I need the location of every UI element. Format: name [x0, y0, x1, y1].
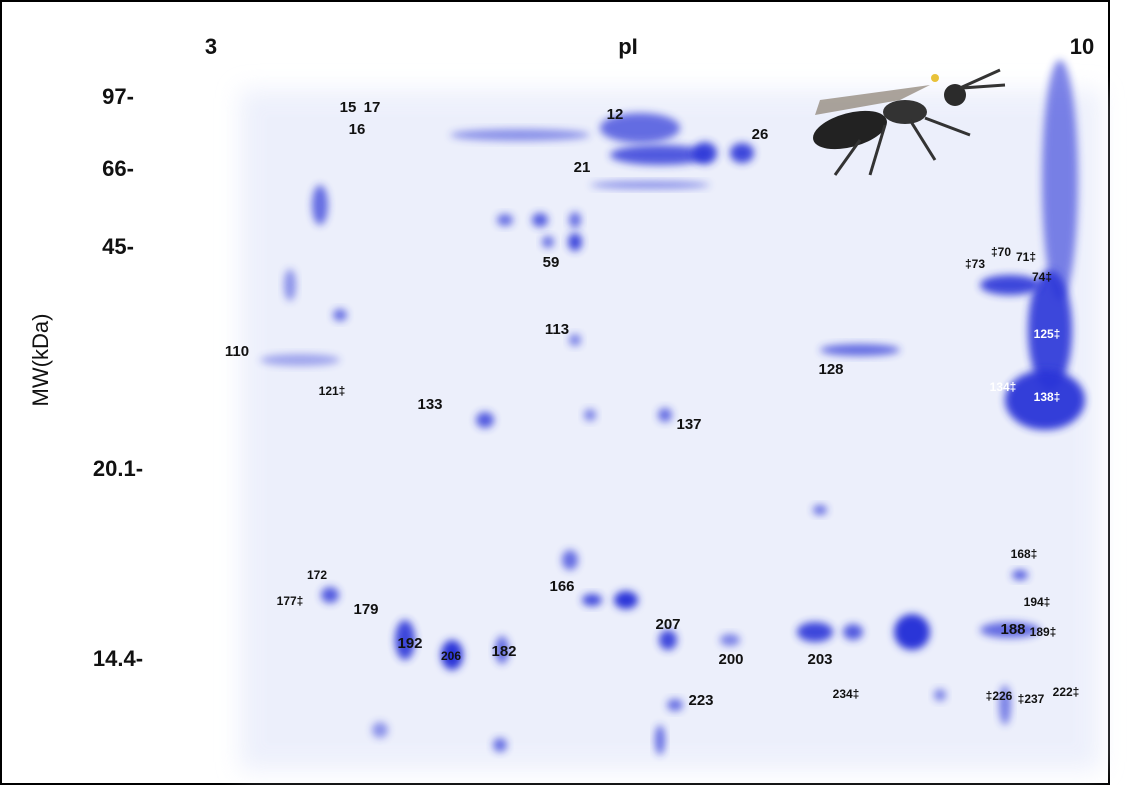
spot-label: 207 — [655, 616, 680, 633]
wasp — [813, 68, 1006, 176]
mw-marker: 14.4- — [93, 646, 143, 671]
pi-max: 10 — [1070, 34, 1094, 59]
protein-spot — [569, 212, 581, 228]
gel-haze — [240, 90, 1100, 770]
protein-spot — [797, 622, 833, 642]
spot-label: 74‡ — [1032, 270, 1052, 284]
spot-label: 137 — [676, 416, 701, 433]
protein-spot — [372, 722, 388, 738]
protein-spot — [1012, 570, 1028, 580]
spot-label: 128 — [818, 361, 843, 378]
spot-label: 200 — [718, 651, 743, 668]
protein-spot — [441, 640, 463, 670]
spot-label: 113 — [545, 321, 569, 338]
protein-spot — [582, 594, 602, 606]
protein-spot — [934, 689, 946, 701]
spot-label: 189‡ — [1030, 625, 1057, 639]
spot-label: 121‡ — [319, 384, 346, 398]
protein-spot — [260, 354, 340, 366]
protein-spot — [813, 505, 827, 515]
protein-spot — [568, 233, 582, 251]
protein-spot — [720, 634, 740, 646]
protein-spot — [980, 622, 1040, 638]
protein-spot — [667, 699, 683, 711]
spot-label: 15 — [340, 99, 357, 116]
spot-label: 125‡ — [1034, 327, 1061, 341]
protein-spot — [321, 587, 339, 603]
mw-marker: 20.1- — [93, 456, 143, 481]
spot-label: 133 — [417, 396, 442, 413]
spot-label: ‡237 — [1018, 692, 1045, 706]
protein-spot — [843, 624, 863, 640]
spot-label: 71‡ — [1016, 250, 1036, 264]
protein-spot — [493, 738, 507, 752]
spot-label: 59 — [543, 254, 560, 271]
protein-spot — [1042, 60, 1078, 300]
protein-spot — [655, 725, 665, 755]
spot-label: 223 — [688, 692, 713, 709]
pi-title: pI — [618, 34, 638, 59]
protein-spot — [693, 142, 717, 164]
spot-label: ‡70 — [991, 245, 1011, 259]
spot-label: 234‡ — [833, 687, 860, 701]
spot-label: 26 — [752, 126, 769, 143]
protein-spot — [894, 614, 930, 650]
protein-spot — [569, 334, 581, 346]
mw-marker: 66- — [102, 156, 134, 181]
spot-label: ‡226 — [986, 689, 1013, 703]
protein-spot — [584, 409, 596, 421]
protein-spot — [1005, 370, 1085, 430]
protein-spot — [333, 309, 347, 321]
protein-spot — [820, 344, 900, 356]
protein-spot — [562, 550, 578, 570]
spot-label: 168‡ — [1011, 547, 1038, 561]
protein-spot — [659, 630, 677, 650]
spot-label: 206 — [441, 649, 461, 663]
protein-spot — [497, 214, 513, 226]
gel — [240, 60, 1100, 770]
spot-label: 166 — [549, 578, 574, 595]
protein-spot — [312, 185, 328, 225]
spot-label: 182 — [491, 643, 516, 660]
spot-label: 194‡ — [1024, 595, 1051, 609]
spot-label: 188 — [1000, 621, 1025, 638]
spot-label: ‡73 — [965, 257, 985, 271]
spot-label: 222‡ — [1053, 685, 1080, 699]
spot-label: 21 — [574, 159, 591, 176]
protein-spot — [476, 412, 494, 428]
protein-spot — [590, 181, 710, 189]
spot-label: 177‡ — [277, 594, 304, 608]
protein-spot — [614, 591, 638, 609]
protein-spot — [284, 269, 296, 301]
protein-spot — [999, 685, 1011, 725]
spot-label: 17 — [364, 99, 381, 116]
mw-title: MW(kDa) — [28, 314, 53, 407]
spot-label: 134‡ — [990, 380, 1017, 394]
spot-label: 110 — [225, 343, 249, 360]
protein-spot — [730, 143, 754, 163]
protein-spot — [658, 408, 672, 422]
protein-spot — [1028, 270, 1072, 390]
spot-label: 192 — [397, 635, 422, 652]
spot-label: 12 — [607, 106, 624, 123]
protein-spot — [600, 113, 680, 143]
mw-marker: 97- — [102, 84, 134, 109]
mw-marker: 45- — [102, 234, 134, 259]
protein-spot — [980, 275, 1040, 295]
protein-spot — [532, 213, 548, 227]
spot-label: 172 — [307, 568, 327, 582]
protein-spot — [450, 129, 590, 141]
pi-min: 3 — [205, 34, 217, 59]
spot-label: 203 — [807, 651, 832, 668]
spot-label: 138‡ — [1034, 390, 1061, 404]
protein-spot — [542, 236, 554, 248]
protein-spot — [610, 145, 710, 165]
protein-spot — [495, 636, 509, 664]
spot-label: 16 — [349, 121, 366, 138]
protein-spot — [395, 620, 415, 660]
spot-label: 179 — [353, 601, 378, 618]
